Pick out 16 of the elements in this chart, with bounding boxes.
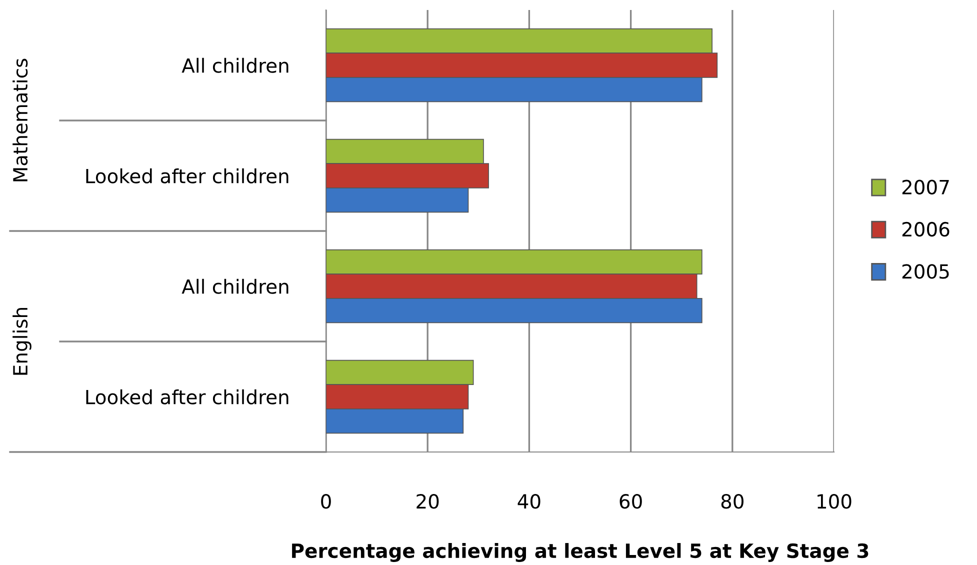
x-tick-label: 0 xyxy=(321,494,331,509)
y-tick-label: All children xyxy=(182,278,288,294)
text: English xyxy=(12,308,32,375)
x-tick-label: 100 xyxy=(818,494,852,509)
x-tick-label: 60 xyxy=(620,494,642,509)
x-tick-label: 80 xyxy=(721,494,744,509)
text: Mathematics xyxy=(12,58,28,182)
y-tick-label: All children xyxy=(182,58,288,73)
y-tick-label: Looked after children xyxy=(86,168,288,184)
x-tick-label: 20 xyxy=(416,494,439,509)
legend-label: 2006 xyxy=(902,222,950,237)
legend-label: 2005 xyxy=(902,264,949,279)
y-tick-label: Looked after children xyxy=(86,389,288,404)
legend-label: 2007 xyxy=(902,180,949,194)
x-tick-label: 40 xyxy=(518,494,540,509)
x-axis-title: Percentage achieving at least Level 5 at Key Stage 3 xyxy=(292,543,868,562)
